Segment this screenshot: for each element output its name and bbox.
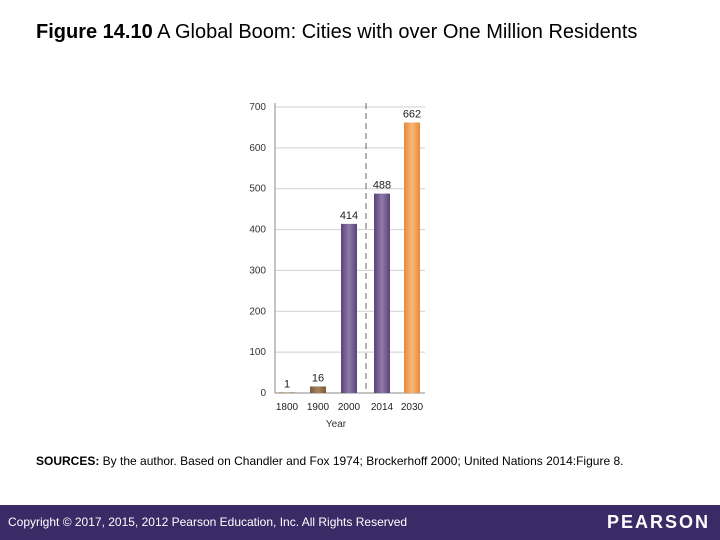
slide-title: Figure 14.10 A Global Boom: Cities with … xyxy=(36,18,696,46)
figure-title: A Global Boom: Cities with over One Mill… xyxy=(152,21,638,43)
bar-1900 xyxy=(310,386,326,393)
x-tick-label-2000: 2000 xyxy=(338,402,361,413)
y-tick-label: 200 xyxy=(249,306,266,317)
figure-number: Figure 14.10 xyxy=(36,21,153,43)
bars xyxy=(279,122,420,394)
labels: 0 100 200 300 400 500 600 700 1 1800 16 1900 414 2000… xyxy=(249,102,423,430)
value-label-2000: 414 xyxy=(340,210,358,222)
x-tick-label-1800: 1800 xyxy=(276,402,299,413)
bar-2014 xyxy=(374,193,390,393)
bar-2000 xyxy=(341,223,357,393)
value-label-1900: 16 xyxy=(312,372,324,384)
pearson-logo: PEARSON xyxy=(606,512,710,532)
bar-2030 xyxy=(404,122,420,394)
x-axis-title: Year xyxy=(326,419,347,430)
value-label-2030: 662 xyxy=(403,109,421,121)
y-tick-label: 400 xyxy=(249,225,266,236)
x-tick-label-2030: 2030 xyxy=(401,402,424,413)
y-tick-label: 500 xyxy=(249,184,266,195)
footer-bar: Copyright © 2017, 2015, 2012 Pearson Edu… xyxy=(0,505,720,540)
y-tick-label: 0 xyxy=(260,388,266,399)
sources-label: SOURCES: xyxy=(36,454,100,468)
copyright-text: Copyright © 2017, 2015, 2012 Pearson Edu… xyxy=(8,515,408,529)
y-tick-label: 300 xyxy=(249,265,266,276)
x-tick-label-2014: 2014 xyxy=(371,402,394,413)
x-tick-label-1900: 1900 xyxy=(307,402,330,413)
y-tick-label: 600 xyxy=(249,143,266,154)
value-label-2014: 488 xyxy=(373,180,391,192)
sources-text: By the author. Based on Chandler and Fox… xyxy=(99,454,624,468)
bar-chart: 0 100 200 300 400 500 600 700 1 1800 16 1900 414 2000… xyxy=(249,102,425,430)
y-tick-label: 100 xyxy=(249,347,266,358)
bar-1800 xyxy=(279,392,295,393)
value-label-1800: 1 xyxy=(284,379,290,391)
y-tick-label: 700 xyxy=(249,102,266,113)
sources-note: SOURCES: By the author. Based on Chandle… xyxy=(36,452,676,470)
